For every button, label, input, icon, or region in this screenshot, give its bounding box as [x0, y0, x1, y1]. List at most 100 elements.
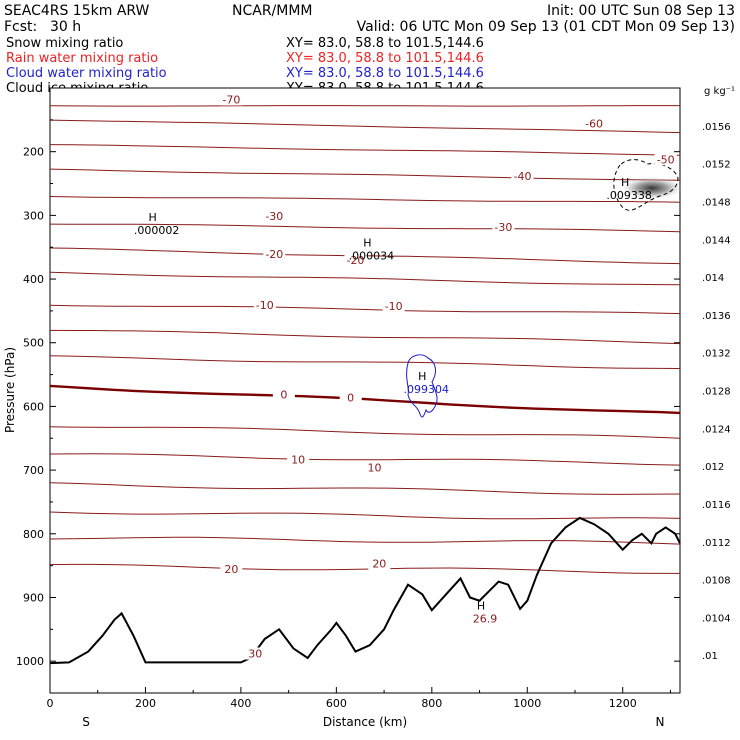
x-tick-label: 200 [135, 697, 156, 710]
y-tick-label: 900 [23, 591, 44, 604]
isotherm-label-bg [220, 93, 243, 106]
isotherm-label-bg [363, 461, 386, 474]
colorbar-tick-label: .0132 [702, 349, 731, 360]
isotherm-label-bg [220, 562, 243, 575]
forecast-label: Fcst: [4, 19, 37, 35]
x-tick-label: 800 [421, 697, 442, 710]
isotherm-label-bg [339, 391, 362, 404]
cloud-water-contour [406, 354, 438, 418]
extremum-value: .099304 [404, 383, 450, 396]
colorbar-tick-label: .0152 [702, 160, 731, 171]
isotherm-label: 10 [368, 462, 382, 475]
colorbar-tick-label: .01 [702, 651, 718, 662]
plot-frame [49, 87, 681, 694]
field-xy-rain: XY= 83.0, 58.8 to 101.5,144.6 [286, 51, 484, 66]
x-tick-label: 400 [230, 697, 251, 710]
org-title: NCAR/MMM [232, 3, 313, 19]
isotherm-line [49, 168, 681, 181]
field-label-rain: Rain water mixing ratio [6, 51, 158, 66]
y-tick-label: 1000 [16, 655, 44, 668]
isotherm-label-bg [244, 647, 267, 660]
colorbar-tick-label: .0108 [702, 576, 731, 587]
colorbar-tick-label: .0124 [702, 424, 731, 435]
isotherm-line [49, 536, 681, 545]
extremum-value: 26.9 [473, 612, 498, 625]
isotherm-line [49, 426, 681, 439]
extremum-marker: H [363, 236, 371, 249]
isotherm-layer [49, 105, 681, 574]
x-tick-label: 1000 [513, 697, 541, 710]
isotherm-label: -10 [256, 299, 274, 312]
isotherm-label-bg [253, 299, 276, 312]
isotherm-line [49, 223, 681, 233]
field-xy-snow: XY= 83.0, 58.8 to 101.5,144.6 [286, 36, 484, 51]
extremum-value: .009338 [606, 189, 652, 202]
field-xy-cloud-water: XY= 83.0, 58.8 to 101.5,144.6 [286, 66, 484, 81]
isotherm-label-bg [263, 210, 286, 223]
extremum-value: .000034 [349, 249, 395, 262]
isotherm-label-bg [272, 388, 295, 401]
isotherm-label: -20 [265, 248, 283, 261]
x-axis-label: Distance (km) [323, 715, 407, 729]
colorbar-tick-label: .0128 [702, 387, 731, 398]
extremum-value: .000002 [134, 224, 180, 237]
isotherm-label-bg [583, 117, 606, 130]
colorbar-tick-label: .014 [702, 273, 724, 284]
isotherm-line [49, 329, 681, 345]
isotherm-label: 0 [280, 388, 287, 401]
north-label: N [656, 715, 665, 729]
mixing-ratio-contours [406, 159, 679, 418]
y-tick-label: 800 [23, 528, 44, 541]
isotherm-line [49, 482, 681, 495]
isotherm-label: -70 [222, 93, 240, 106]
x-tick-label: 0 [47, 697, 54, 710]
extremum-marker: H [148, 211, 156, 224]
y-tick-label: 700 [23, 464, 44, 477]
isotherm-label-bg [654, 153, 677, 166]
isotherm-label: -20 [346, 254, 364, 267]
colorbar-tick-label: .0112 [702, 538, 731, 549]
isotherm-line [49, 511, 681, 520]
isotherm-label-bg [287, 453, 310, 466]
y-tick-label: 400 [23, 273, 44, 286]
isotherm-label: -10 [385, 300, 403, 313]
isotherm-label: -30 [494, 221, 512, 234]
extremum-marker: H [621, 176, 629, 189]
colorbar-tick-label: .0148 [702, 197, 731, 208]
isotherm-line [49, 271, 681, 286]
south-label: S [82, 715, 90, 729]
y-tick-label: 200 [23, 146, 44, 159]
isotherm-label: -30 [265, 210, 283, 223]
isotherm-line [49, 105, 680, 107]
init-time: Init: 00 UTC Sun 08 Sep 13 [547, 3, 735, 19]
isotherm-line [49, 384, 681, 415]
isotherm-label: 10 [291, 453, 305, 466]
isotherm-line [49, 119, 681, 134]
isotherm-line [49, 355, 681, 369]
terrain-line [49, 516, 681, 665]
isotherm-line [49, 304, 681, 315]
x-axis: 0 200 400 600 800 1000 1200 [47, 687, 671, 710]
colorbar: .0156 .0152 .0148 .0144 .014 .0136 .0132 .0128.… [702, 122, 731, 662]
isotherm-line [49, 453, 681, 466]
y-tick-label: 600 [23, 400, 44, 413]
model-title: SEAC4RS 15km ARW [4, 3, 150, 19]
colorbar-tick-label: .0104 [702, 613, 731, 624]
extremum-marker: H [477, 599, 485, 612]
isotherm-label: -50 [657, 153, 675, 166]
y-tick-label: 500 [23, 337, 44, 350]
isotherm-label-bg [511, 169, 534, 182]
extremum-marker: H [418, 370, 426, 383]
field-label-cloud-water: Cloud water mixing ratio [6, 66, 167, 81]
isotherm-label-bg [263, 248, 286, 261]
colorbar-tick-label: .0144 [702, 235, 731, 246]
isotherm-label: 20 [372, 558, 386, 571]
colorbar-tick-label: .0156 [702, 122, 731, 133]
colorbar-tick-label: .0136 [702, 311, 731, 322]
isotherm-label-bg [368, 557, 391, 570]
valid-time: Valid: 06 UTC Mon 09 Sep 13 (01 CDT Mon … [357, 19, 735, 35]
isotherm-label-bg [492, 220, 515, 233]
